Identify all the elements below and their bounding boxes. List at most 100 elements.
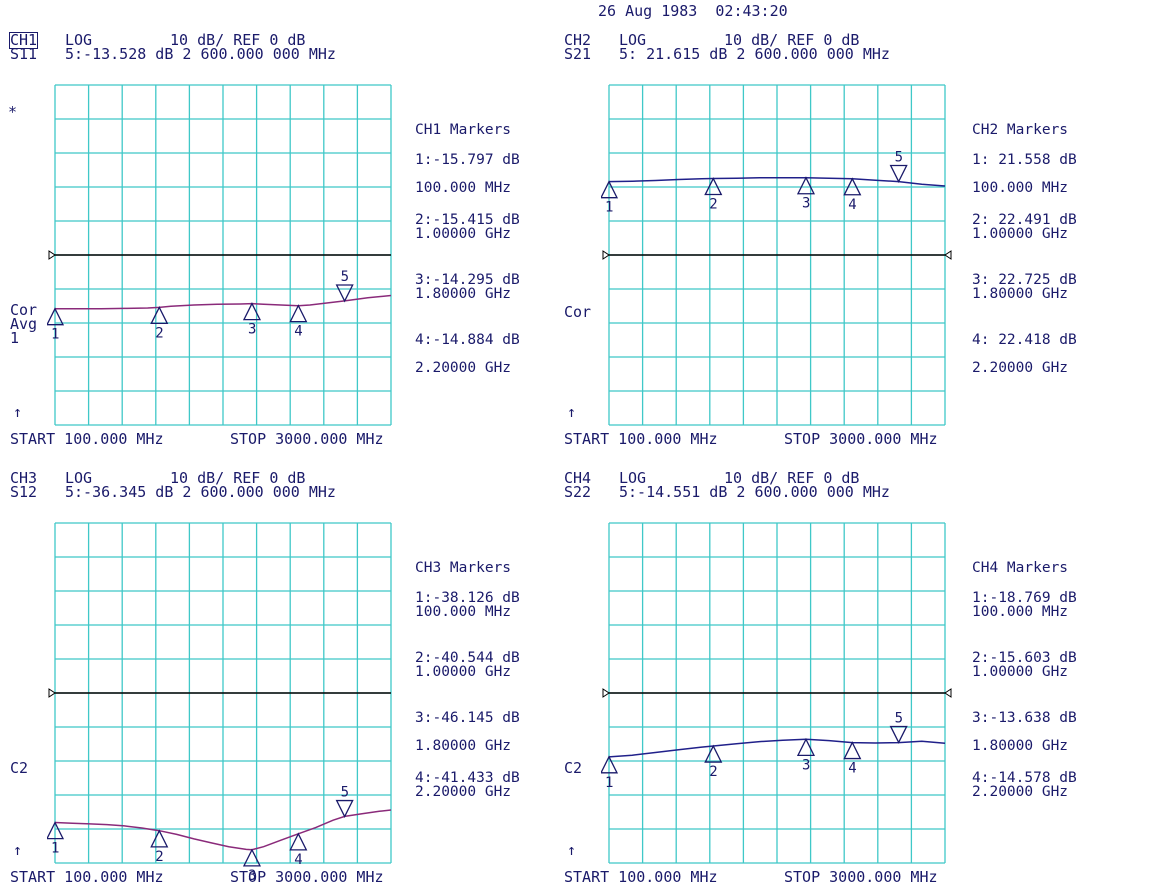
marker-frequency: 1.00000 GHz [415,664,512,680]
marker-3: 3 [796,176,816,212]
plot-area: 1 2 3 4 5 [47,84,392,426]
marker-number: 1 [605,200,613,216]
markers-title: CH2 Markers [972,122,1069,138]
marker-3: 3 [242,302,262,338]
marker-value: 4:-14.884 dB [415,332,520,348]
star-indicator: * [8,103,18,121]
marker-triangle-icon [601,180,619,199]
reference-pointer-icon [944,688,952,698]
markers-title: CH3 Markers [415,560,512,576]
status-flag: C2 [10,759,29,777]
marker-value: 3:-46.145 dB [415,710,520,726]
marker-frequency: 100.000 MHz [972,604,1069,620]
scale-label: 10 dB/ REF 0 dB [724,469,860,487]
marker-frequency: 2.20000 GHz [972,784,1069,800]
status-flag: Cor [564,303,592,321]
marker-1: 1 [601,755,619,791]
marker-value: 1: 21.558 dB [972,152,1077,168]
start-frequency: START 100.000 MHz [564,868,718,886]
marker-value: 4:-14.578 dB [972,770,1077,786]
stop-frequency: STOP 3000.000 MHz [230,430,384,448]
reference-pointer-icon [602,250,610,260]
status-flag: 1 [10,329,20,347]
marker-triangle-icon [796,176,816,195]
marker-frequency: 1.00000 GHz [415,226,512,242]
marker-number: 4 [848,197,856,213]
marker-number: 2 [709,197,717,213]
marker-5: 5 [335,785,354,819]
marker-4: 4 [289,832,308,868]
marker-value: 1:-38.126 dB [415,590,520,606]
trace-line [608,177,946,187]
marker-value: 2:-15.603 dB [972,650,1077,666]
reference-pointer-icon [48,688,56,698]
marker-frequency: 100.000 MHz [415,180,512,196]
marker-number: 3 [802,196,810,212]
marker-number: 1 [605,775,613,791]
marker-number: 3 [802,757,810,773]
reference-pointer-icon [944,250,952,260]
marker-triangle-icon [601,755,619,774]
active-marker-readout: 5:-13.528 dB 2 600.000 000 MHz [65,45,336,63]
marker-value: 1:-18.769 dB [972,590,1077,606]
marker-triangle-icon [843,741,862,760]
marker-5: 5 [335,269,354,303]
marker-number: 5 [895,710,903,726]
stop-frequency: STOP 3000.000 MHz [784,430,938,448]
marker-triangle-icon [150,305,169,325]
plot-area: 1 2 3 4 5 [47,522,392,884]
status-flag: Cor [10,301,38,319]
markers-title: CH4 Markers [972,560,1069,576]
marker-triangle-icon [242,848,262,867]
stop-frequency: STOP 3000.000 MHz [784,868,938,886]
marker-triangle-icon [889,164,908,183]
start-frequency: START 100.000 MHz [10,430,164,448]
trace-line [55,294,392,310]
sparameter-label: S21 [564,45,592,63]
plot-area: 1 2 3 4 5 [601,522,952,864]
channel-label: CH2 [564,31,592,49]
channel-label: CH4 [564,469,592,487]
marker-4: 4 [843,177,862,213]
scroll-arrow-icon: ↑ [567,403,577,421]
marker-number: 1 [51,841,59,857]
marker-triangle-icon [335,284,354,303]
marker-value: 2:-15.415 dB [415,212,520,228]
marker-value: 3:-13.638 dB [972,710,1077,726]
marker-triangle-icon [704,744,723,763]
marker-frequency: 1.80000 GHz [972,738,1069,754]
markers-title: CH1 Markers [415,122,512,138]
marker-number: 3 [248,322,256,338]
marker-frequency: 2.20000 GHz [415,784,512,800]
sparameter-label: S22 [564,483,592,501]
marker-triangle-icon [47,307,65,326]
reference-pointer-icon [48,250,56,260]
marker-value: 3: 22.725 dB [972,272,1077,288]
marker-5: 5 [889,710,908,744]
marker-number: 2 [709,764,717,780]
marker-5: 5 [889,150,908,183]
trace-line [54,809,392,851]
marker-triangle-icon [47,821,65,840]
marker-frequency: 1.80000 GHz [415,738,512,754]
scale-label: 10 dB/ REF 0 dB [170,469,306,487]
format-label: LOG [65,469,93,487]
marker-3: 3 [242,848,262,884]
marker-triangle-icon [889,725,908,744]
trace-line [608,738,946,758]
marker-frequency: 1.80000 GHz [972,286,1069,302]
marker-number: 2 [155,849,163,865]
start-frequency: START 100.000 MHz [564,430,718,448]
marker-number: 1 [51,327,59,343]
format-label: LOG [65,31,93,49]
scroll-arrow-icon: ↑ [13,403,23,421]
marker-2: 2 [150,305,169,341]
scroll-arrow-icon: ↑ [567,841,577,859]
format-label: LOG [619,469,647,487]
marker-number: 4 [848,761,856,777]
marker-triangle-icon [843,177,862,196]
sparameter-label: S11 [10,45,38,63]
marker-value: 4:-41.433 dB [415,770,520,786]
marker-number: 5 [895,150,903,166]
